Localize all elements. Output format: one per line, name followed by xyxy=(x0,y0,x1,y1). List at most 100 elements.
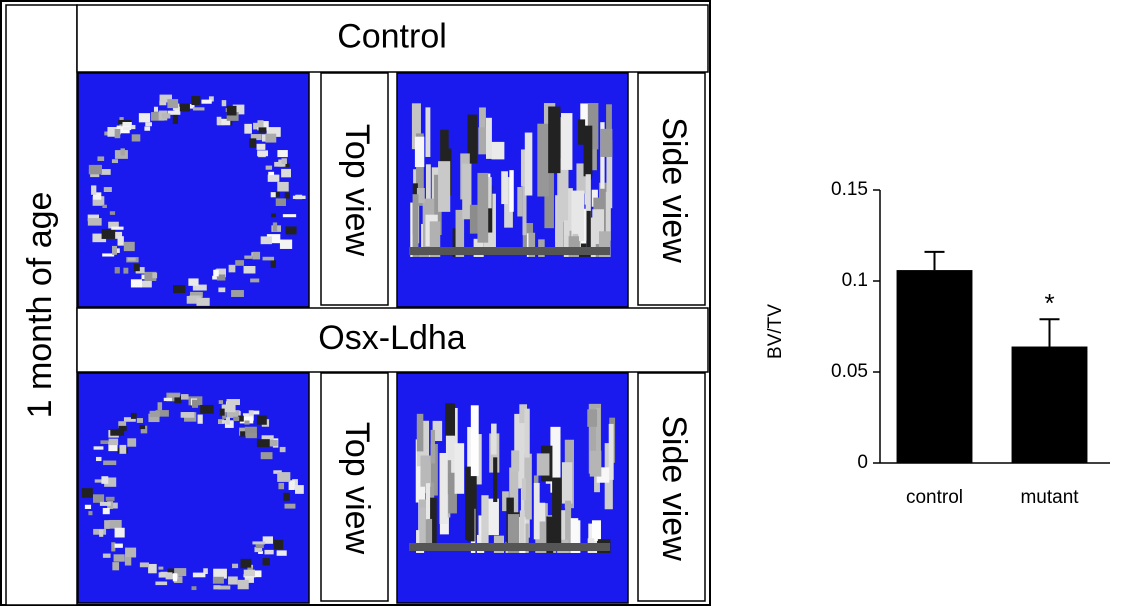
bone-fragment xyxy=(112,562,119,570)
row-label: 1 month of age xyxy=(21,192,59,419)
bone-fragment xyxy=(137,418,143,423)
bone-fragment xyxy=(109,520,122,529)
bone-fragment xyxy=(125,548,136,558)
bone-fragment xyxy=(278,483,284,489)
bone-fragment xyxy=(232,564,238,568)
bone-fragment xyxy=(445,403,455,435)
bone-fragment xyxy=(167,99,178,108)
bone-fragment xyxy=(431,430,435,464)
bone-fragment xyxy=(102,229,116,239)
bone-fragment xyxy=(191,96,200,105)
bone-fragment xyxy=(144,126,150,130)
bone-fragment xyxy=(196,298,209,306)
bone-fragment xyxy=(82,488,93,497)
bone-fragment xyxy=(119,445,126,454)
y-tick-label: 0.1 xyxy=(842,270,868,291)
view-label: Top view xyxy=(338,124,376,257)
bone-fragment xyxy=(101,476,108,484)
bone-fragment xyxy=(271,213,276,217)
bone-fragment xyxy=(488,499,499,535)
view-label: Side view xyxy=(655,415,693,561)
bone-fragment xyxy=(115,267,120,273)
group-title: Control xyxy=(337,17,447,55)
bone-fragment xyxy=(104,520,110,529)
bone-fragment xyxy=(88,511,92,515)
bar xyxy=(897,270,973,463)
bone-fragment xyxy=(103,554,111,558)
bone-fragment xyxy=(119,426,127,431)
bone-fragment xyxy=(426,483,430,519)
bone-fragment xyxy=(471,405,479,476)
bone-fragment xyxy=(244,420,249,424)
bone-fragment xyxy=(537,124,549,197)
bone-fragment xyxy=(125,557,131,565)
bone-fragment xyxy=(88,218,102,226)
bone-fragment xyxy=(85,505,91,509)
bone-fragment xyxy=(250,279,259,283)
bone-fragment xyxy=(491,424,497,455)
bone-fragment xyxy=(257,144,266,150)
bone-fragment xyxy=(283,214,296,217)
bone-fragment xyxy=(281,169,291,177)
bone-fragment xyxy=(280,447,286,452)
bone-fragment xyxy=(265,134,276,143)
bone-fragment xyxy=(154,107,158,112)
bone-fragment xyxy=(587,409,597,426)
bone-fragment xyxy=(244,256,252,259)
bone-fragment xyxy=(284,504,295,509)
bone-fragment xyxy=(561,113,572,170)
bone-fragment xyxy=(222,100,227,106)
bone-fragment xyxy=(127,438,136,446)
bone-fragment xyxy=(606,104,612,132)
bone-fragment xyxy=(257,415,267,424)
bone-fragment xyxy=(114,554,125,561)
bone-fragment xyxy=(99,529,103,536)
bone-fragment xyxy=(128,258,136,261)
bone-fragment xyxy=(271,260,276,268)
bone-fragment xyxy=(571,191,584,242)
y-tick-label: 0.05 xyxy=(831,361,868,382)
bone-fragment xyxy=(601,129,613,157)
bone-fragment xyxy=(201,100,211,104)
bone-fragment xyxy=(181,394,189,400)
bone-fragment xyxy=(139,113,150,122)
bone-fragment xyxy=(181,412,195,418)
bone-fragment xyxy=(241,559,252,568)
bone-fragment xyxy=(552,478,561,544)
bone-fragment xyxy=(286,226,297,234)
bone-fragment xyxy=(252,252,260,260)
bone-fragment xyxy=(244,266,256,273)
bone-fragment xyxy=(240,431,245,436)
bone-base xyxy=(409,247,610,255)
bone-fragment xyxy=(155,582,167,586)
bone-fragment xyxy=(173,285,185,293)
bone-fragment xyxy=(517,187,522,216)
bone-fragment xyxy=(97,156,104,161)
bone-fragment xyxy=(123,268,128,274)
bone-fragment xyxy=(227,106,237,116)
bone-fragment xyxy=(509,170,513,212)
bone-fragment xyxy=(590,451,602,477)
bone-fragment xyxy=(140,425,146,429)
bone-fragment xyxy=(103,508,110,514)
error-bar xyxy=(925,252,945,270)
bone-fragment xyxy=(511,450,519,471)
bone-fragment xyxy=(263,558,270,565)
bone-fragment xyxy=(91,185,96,194)
bone-fragment xyxy=(115,129,121,138)
bone-fragment xyxy=(609,424,614,480)
bone-fragment xyxy=(131,413,137,419)
bone-fragment xyxy=(235,260,244,266)
bone-fragment xyxy=(193,107,205,110)
bone-fragment xyxy=(276,198,286,206)
bone-fragment xyxy=(89,165,102,174)
bone-fragment xyxy=(228,576,238,584)
bone-fragment xyxy=(118,236,124,245)
x-tick-label: control xyxy=(906,487,963,508)
bone-fragment xyxy=(168,569,175,573)
bone-fragment xyxy=(164,398,172,401)
bone-fragment xyxy=(425,107,430,157)
bone-fragment xyxy=(277,550,287,555)
bone-fragment xyxy=(486,118,492,159)
bone-fragment xyxy=(274,540,283,550)
